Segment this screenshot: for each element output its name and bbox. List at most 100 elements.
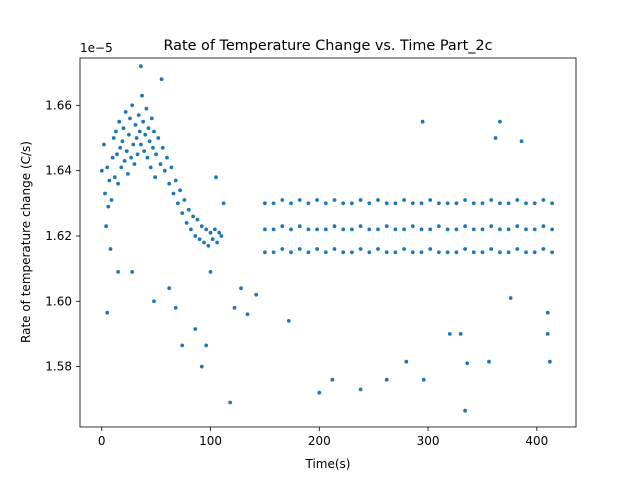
x-tick-label: 0 <box>98 434 106 448</box>
data-point <box>191 214 196 219</box>
data-point <box>289 227 293 232</box>
data-point <box>524 250 528 255</box>
data-point <box>182 198 187 202</box>
data-point <box>463 224 467 229</box>
data-point <box>454 227 459 232</box>
data-point <box>165 155 169 160</box>
y-tick-label: 1.62 <box>45 229 72 243</box>
data-point <box>152 299 156 304</box>
data-point <box>532 201 537 206</box>
data-point <box>197 237 202 242</box>
data-point <box>384 201 389 206</box>
data-point <box>332 247 337 251</box>
data-point <box>376 198 380 202</box>
data-point <box>120 139 125 144</box>
data-point <box>271 201 276 206</box>
data-point <box>129 155 134 160</box>
data-point <box>116 181 120 186</box>
data-point <box>149 116 154 121</box>
data-point <box>515 247 520 251</box>
data-point <box>289 201 293 206</box>
data-point <box>280 247 285 251</box>
x-axis-label: Time(s) <box>305 457 351 471</box>
data-point <box>350 201 354 206</box>
data-point <box>107 178 112 183</box>
data-point <box>139 64 143 69</box>
data-point <box>171 191 176 196</box>
data-point <box>116 270 120 274</box>
data-point <box>245 312 250 317</box>
data-point <box>402 198 406 202</box>
data-point <box>489 198 494 202</box>
data-point <box>489 247 494 251</box>
data-point <box>519 139 524 144</box>
y-tick-label: 1.66 <box>45 98 72 112</box>
data-point <box>156 136 161 140</box>
data-point <box>219 234 224 238</box>
data-point <box>128 116 132 121</box>
data-point <box>186 207 191 212</box>
data-point <box>106 204 111 209</box>
data-point <box>515 198 520 202</box>
data-point <box>437 201 441 206</box>
data-point <box>323 201 328 206</box>
data-point <box>410 250 415 255</box>
x-tick-label: 400 <box>525 434 548 448</box>
data-point <box>189 227 193 232</box>
data-point <box>498 250 502 255</box>
x-tick-label: 200 <box>308 434 331 448</box>
data-point <box>297 247 302 251</box>
data-point <box>341 201 346 206</box>
data-point <box>228 400 233 405</box>
y-axis-label: Rate of temperature change (C/s) <box>19 141 33 343</box>
data-point <box>111 136 116 140</box>
data-point <box>217 230 222 235</box>
data-point <box>358 224 363 229</box>
data-point <box>524 201 528 206</box>
data-point <box>480 227 485 232</box>
data-point <box>498 201 502 206</box>
data-point <box>122 159 127 163</box>
data-point <box>323 250 328 255</box>
data-point <box>105 165 110 170</box>
data-point <box>445 250 450 255</box>
data-point <box>132 162 137 167</box>
data-point <box>487 359 491 364</box>
data-point <box>131 142 136 147</box>
data-point <box>144 106 149 111</box>
data-point <box>137 129 142 134</box>
data-point <box>489 224 494 229</box>
y-tick-label: 1.64 <box>45 164 72 178</box>
data-point <box>315 198 319 202</box>
data-point <box>154 152 159 157</box>
data-point <box>239 286 243 291</box>
data-point <box>215 240 220 245</box>
data-point <box>506 250 511 255</box>
x-tick-label: 100 <box>199 434 222 448</box>
data-point <box>146 126 151 131</box>
x-axis-ticks: 0 100 200 300 400 <box>98 427 548 448</box>
data-point <box>404 359 409 364</box>
data-point <box>376 227 380 232</box>
data-point <box>506 227 511 232</box>
data-point <box>184 221 189 225</box>
data-point <box>341 250 346 255</box>
data-point <box>532 250 537 255</box>
data-point <box>548 359 552 364</box>
data-point <box>447 332 452 336</box>
data-point <box>204 343 209 348</box>
y-tick-label: 1.60 <box>45 294 72 308</box>
data-point <box>306 201 311 206</box>
data-point <box>471 250 476 255</box>
data-point <box>117 119 122 124</box>
data-point <box>114 129 118 134</box>
data-point <box>480 201 485 206</box>
data-point <box>428 198 433 202</box>
data-point <box>437 250 441 255</box>
data-point <box>358 387 363 392</box>
data-point <box>445 227 450 232</box>
data-point <box>550 250 554 255</box>
data-point <box>465 361 470 366</box>
data-point <box>463 198 467 202</box>
data-point <box>134 136 139 140</box>
